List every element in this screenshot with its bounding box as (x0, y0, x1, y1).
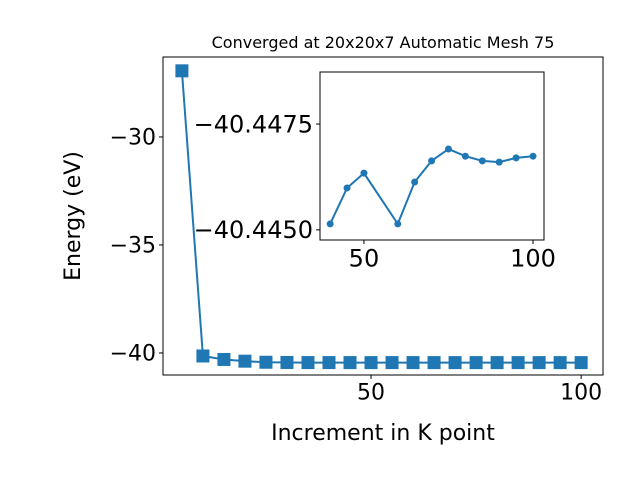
marker (574, 356, 588, 370)
x-tick-label: 50 (357, 381, 385, 406)
marker (259, 355, 273, 369)
marker (529, 152, 537, 160)
x-axis-label: Increment in K point (271, 421, 495, 446)
marker (490, 356, 504, 370)
y-tick-label: −35 (110, 234, 156, 259)
marker (512, 154, 520, 162)
y-tick-label: −40.4450 (194, 216, 313, 244)
marker (322, 356, 336, 370)
marker (385, 356, 399, 370)
marker (238, 354, 252, 368)
marker (175, 64, 189, 78)
marker (495, 158, 503, 166)
plot-area (320, 72, 544, 240)
marker (511, 356, 525, 370)
y-tick-label: −30 (110, 126, 156, 151)
marker (461, 152, 469, 160)
marker (427, 356, 441, 370)
marker (444, 145, 452, 153)
axes-frame (319, 71, 545, 241)
marker (394, 220, 402, 228)
marker (411, 178, 419, 186)
marker (301, 356, 315, 370)
marker (478, 157, 486, 165)
x-tick-label: 100 (560, 381, 602, 406)
marker (343, 184, 351, 192)
y-tick-label: −40.4475 (194, 110, 313, 138)
marker (326, 220, 334, 228)
marker (364, 356, 378, 370)
y-tick-label: −40 (110, 342, 156, 367)
chart-title: Converged at 20x20x7 Automatic Mesh 75 (212, 33, 555, 52)
marker (217, 352, 231, 366)
x-tick-label: 50 (349, 244, 380, 272)
marker (553, 356, 567, 370)
marker (406, 356, 420, 370)
marker (469, 356, 483, 370)
marker (428, 157, 436, 165)
marker (360, 169, 368, 177)
x-tick-label: 100 (510, 244, 556, 272)
marker (280, 355, 294, 369)
axes-frame (162, 56, 604, 376)
y-axis-label: Energy (eV) (61, 151, 86, 281)
marker (532, 356, 546, 370)
marker (343, 356, 357, 370)
marker (196, 349, 210, 363)
marker (448, 356, 462, 370)
